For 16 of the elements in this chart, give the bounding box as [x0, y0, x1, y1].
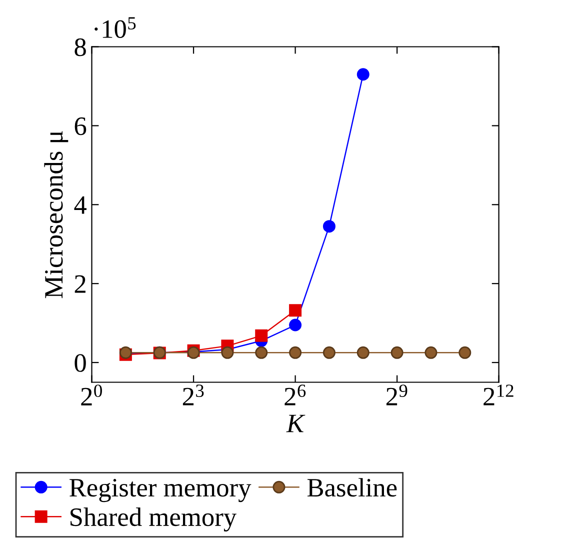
y-tick-label: 8 — [74, 38, 86, 56]
y-tick-label: 4 — [74, 196, 86, 214]
text: ·10$^{5}$ — [94, 17, 136, 38]
y-axis-title: Microseconds μ — [44, 131, 68, 298]
y-tick-label: 0 — [74, 354, 86, 372]
x-tick-label: 2$^{3}$ — [182, 384, 204, 406]
x-tick-label: 2$^{0}$ — [81, 384, 102, 406]
x-tick-label: 2$^{12}$ — [484, 384, 514, 406]
legend-label: Baseline — [307, 478, 397, 497]
x-tick-label: 2$^{9}$ — [386, 384, 408, 406]
x-axis-title: K — [286, 414, 306, 432]
x-tick-label: 2$^{6}$ — [284, 384, 306, 406]
y-tick-label: 6 — [74, 117, 86, 136]
legend-label: Shared memory — [70, 508, 236, 532]
y-tick-label: 2 — [74, 275, 86, 293]
legend-label: Register memory — [70, 478, 252, 502]
